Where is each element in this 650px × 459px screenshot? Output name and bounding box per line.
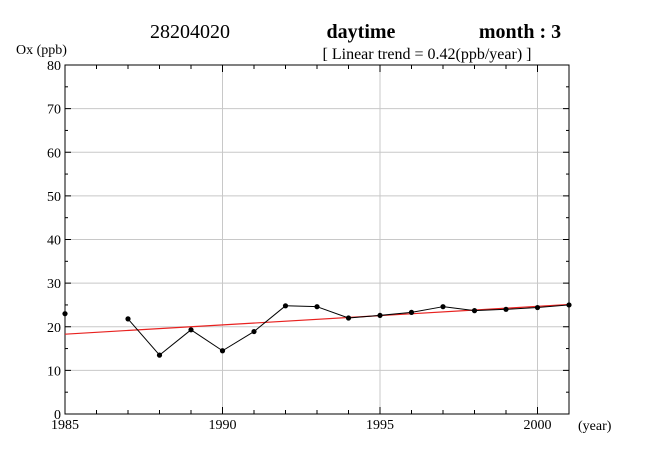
y-tick-label: 80: [47, 59, 61, 74]
y-axis-title: Ox (ppb): [16, 43, 67, 58]
series-segment: [253, 305, 286, 332]
data-point: [345, 315, 352, 321]
data-point: [377, 312, 383, 319]
series-segment: [285, 305, 318, 308]
x-tick-label: 1985: [51, 418, 79, 433]
series-segment: [127, 318, 160, 356]
y-tick-label: 40: [47, 234, 61, 249]
period-label: daytime: [327, 21, 396, 43]
data-point: [408, 309, 415, 315]
month-label: month : 3: [479, 21, 561, 43]
data-point: [471, 308, 478, 314]
series-segment: [505, 307, 538, 310]
data-point: [62, 311, 68, 317]
series-segment: [316, 306, 349, 319]
x-tick-label: 2000: [524, 418, 552, 433]
data-point: [125, 316, 131, 322]
data-point: [534, 304, 541, 311]
x-axis-title: (year): [578, 419, 612, 434]
series-segment: [474, 308, 507, 312]
data-point: [503, 306, 509, 312]
trend-line: [64, 303, 570, 335]
data-point: [156, 352, 163, 358]
y-tick-label: 60: [47, 146, 61, 161]
station-id: 28204020: [150, 21, 230, 43]
y-tick-label: 0: [54, 408, 61, 423]
trend-label: [ Linear trend = 0.42(ppb/year) ]: [323, 46, 532, 63]
series-segment: [411, 306, 444, 313]
series-segment: [537, 304, 570, 309]
series-segment: [222, 331, 255, 352]
y-tick-label: 20: [47, 321, 61, 336]
data-point: [219, 348, 226, 354]
data-point: [188, 327, 194, 333]
series-segment: [379, 311, 412, 316]
data-point: [282, 303, 289, 309]
data-point: [314, 304, 320, 310]
data-point: [251, 328, 257, 335]
x-tick-label: 1990: [209, 418, 237, 433]
y-tick-label: 30: [47, 277, 61, 292]
y-tick-label: 10: [47, 364, 61, 379]
series-segment: [442, 306, 475, 312]
data-point: [440, 304, 446, 310]
x-tick-label: 1995: [366, 418, 394, 433]
series-segment: [159, 329, 192, 356]
y-tick-label: 70: [47, 103, 61, 118]
series-segment: [190, 329, 223, 352]
y-tick-label: 50: [47, 190, 61, 205]
data-point: [566, 302, 572, 308]
series-segment: [348, 314, 381, 319]
